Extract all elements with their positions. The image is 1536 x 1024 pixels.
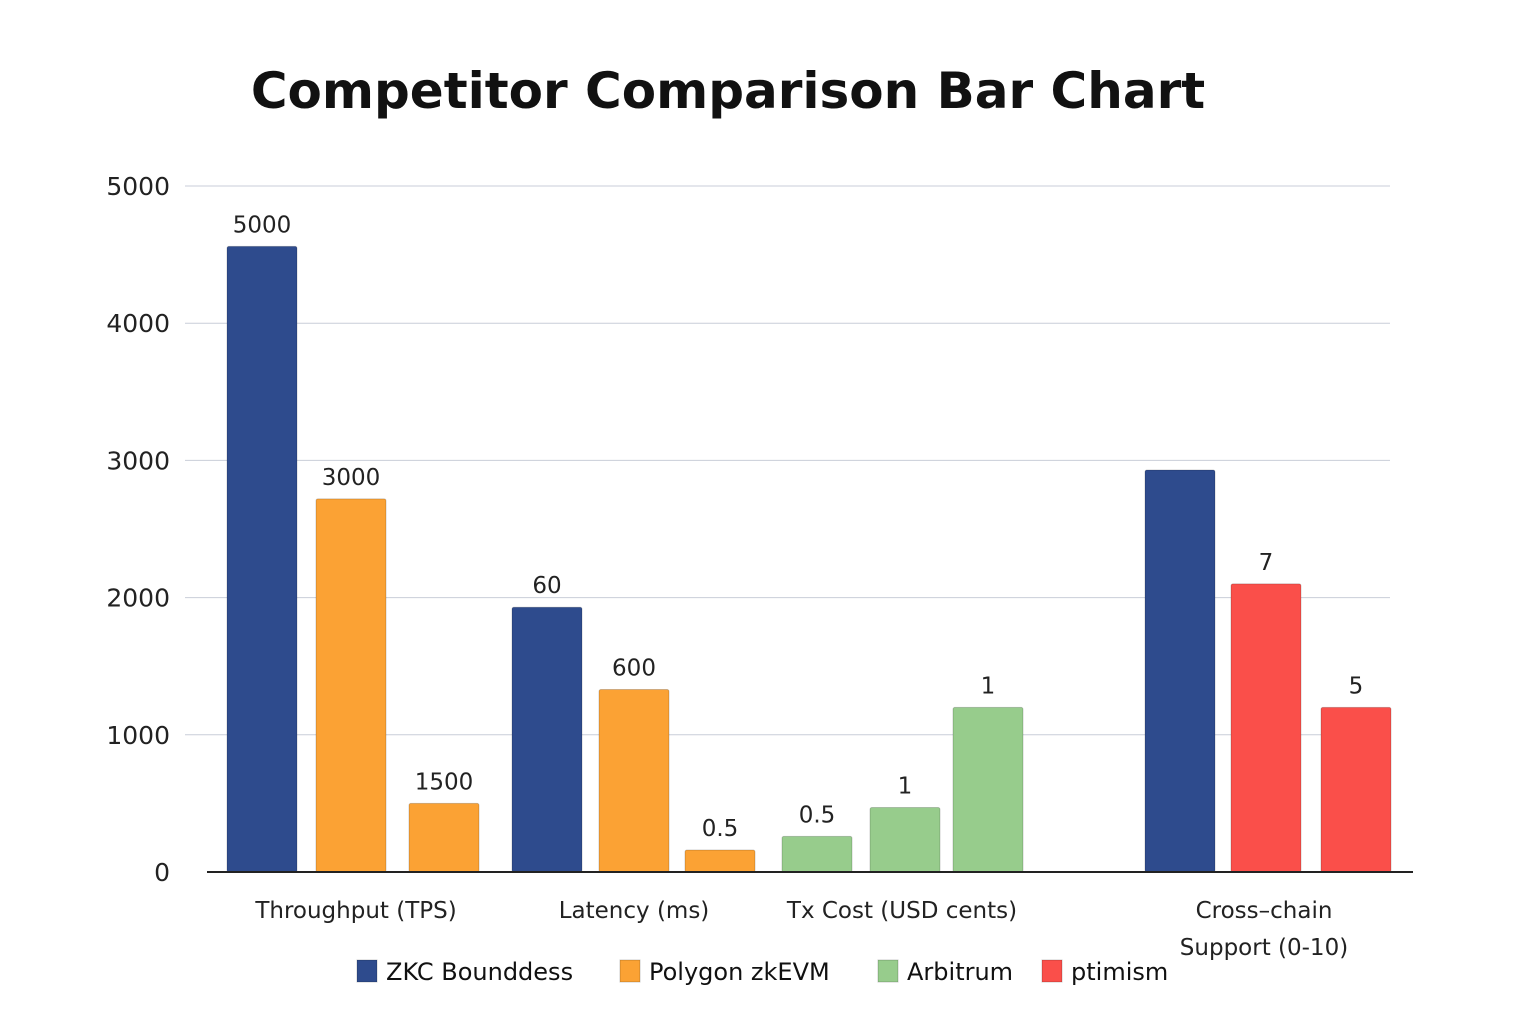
category-label: Latency (ms) [559,898,710,924]
bar [315,498,387,873]
y-tick-label: 1000 [106,721,170,750]
y-axis-ticks: 0 1000 2000 3000 4000 5000 [106,172,170,887]
legend-swatch [619,959,641,983]
legend-label: Polygon zkEVM [649,958,830,986]
bar [226,245,298,873]
bar [869,807,941,873]
y-tick-label: 3000 [106,446,170,475]
y-tick-label: 4000 [106,309,170,338]
legend: ZKC Bounddess Polygon zkEVM Arbitrum ptimis… [356,958,1168,986]
bar [1144,469,1216,873]
bar-value-label: 1 [898,774,913,800]
y-tick-label: 5000 [106,172,170,201]
legend-label: ptimism [1071,958,1168,986]
y-tick-label: 0 [154,858,170,887]
bar [511,606,583,873]
bar [1230,583,1302,873]
bar-value-label: 600 [612,656,656,682]
legend-label: ZKC Bounddess [386,958,573,986]
legend-swatch [356,959,378,983]
legend-label: Arbitrum [907,958,1013,986]
bar [684,849,756,873]
bar [952,706,1024,873]
bar-value-label: 1500 [415,769,474,795]
bar-value-label: 7 [1259,550,1274,576]
bars [226,245,1392,873]
bar [408,802,480,873]
bar-value-label: 5000 [233,212,292,238]
bar [1320,706,1392,873]
category-label: Tx Cost (USD cents) [786,898,1017,924]
chart-title: Competitor Comparison Bar Chart [250,62,1206,120]
bar [781,835,853,873]
bar-value-label: 0.5 [799,802,836,828]
category-label: Support (0-10) [1180,935,1348,961]
bar-value-label: 5 [1349,673,1364,699]
bar-value-label: 0.5 [702,816,739,842]
bar-value-label: 3000 [322,465,381,491]
legend-swatch [1041,959,1063,983]
bar-value-label: 1 [981,673,996,699]
bar [598,689,670,873]
value-labels: 5000 3000 1500 60 600 0.5 0.5 1 1 7 5 [233,212,1364,842]
bar-value-label: 60 [532,573,561,599]
legend-swatch [877,959,899,983]
y-tick-label: 2000 [106,584,170,613]
category-label: Cross–chain [1196,898,1333,924]
category-label: Throughput (TPS) [254,898,456,924]
category-labels: Throughput (TPS) Latency (ms) Tx Cost (USD… [254,898,1348,961]
